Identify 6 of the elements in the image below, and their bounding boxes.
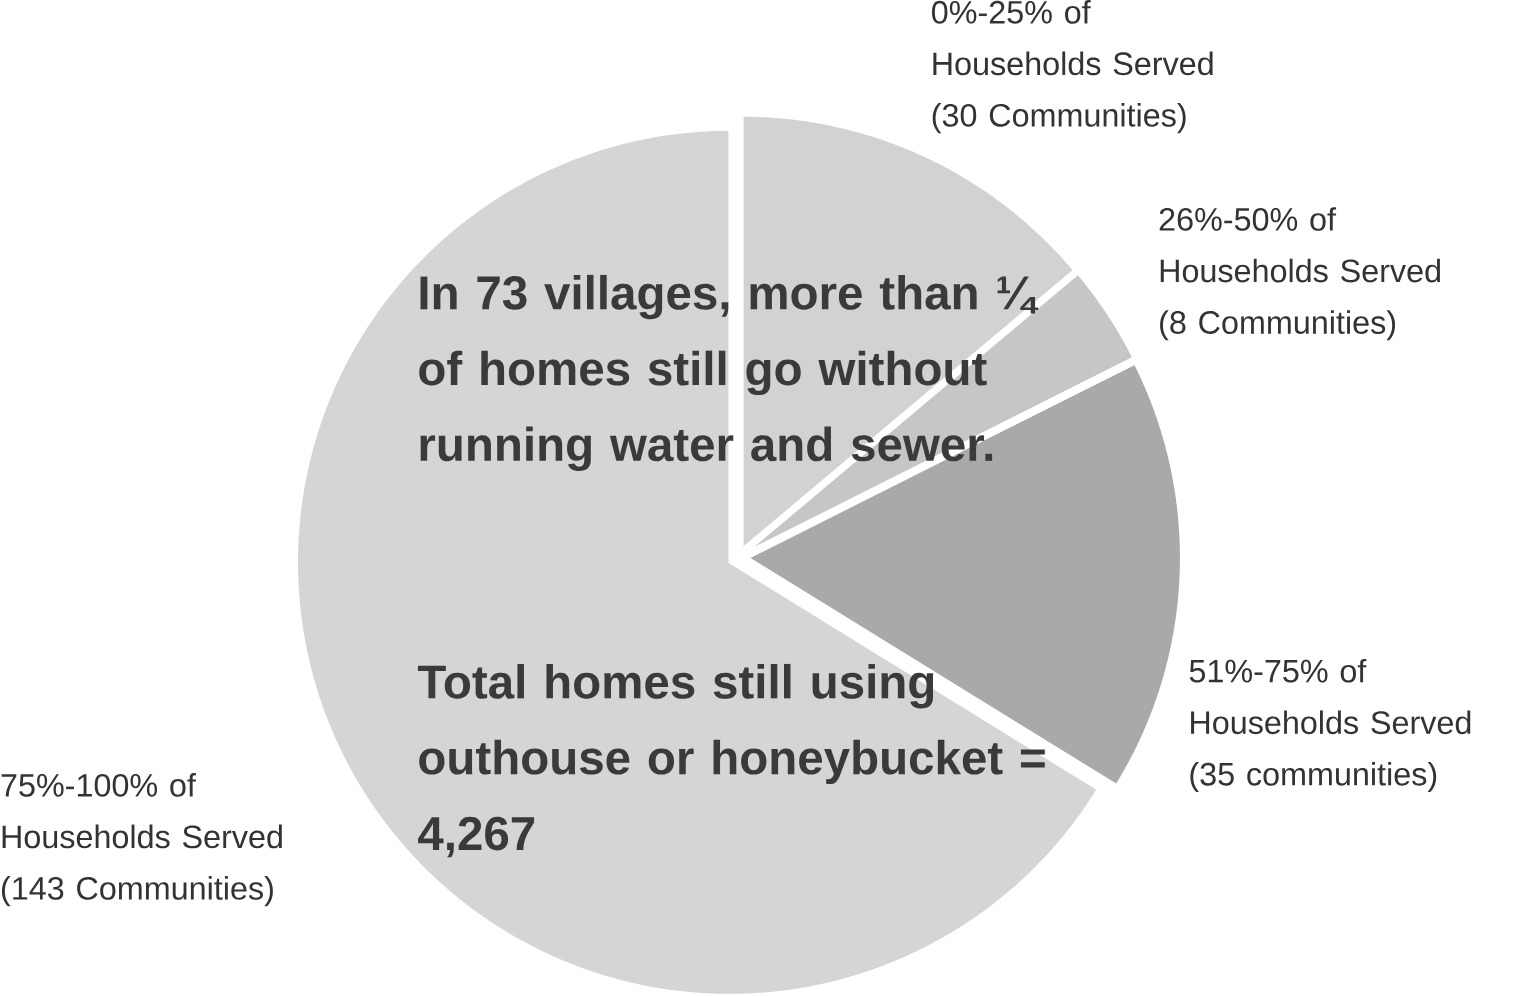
slice-label: 51%-75% of Households Served (35 communities) bbox=[1189, 658, 1471, 793]
text: In 73 villages, more than ¼ of homes still go without running water and sewer. bbox=[419, 274, 1039, 471]
text: Total homes still using outhouse or honeybucket = 4,267 bbox=[417, 664, 1045, 858]
slice-label: 75%-100% of Households Served (143 Communities) bbox=[1, 773, 282, 907]
slice-label: 26%-50% of Households Served (8 Communities) bbox=[1159, 207, 1440, 341]
slice-label: 0%-25% of Households Served (30 Communities) bbox=[932, 0, 1213, 134]
